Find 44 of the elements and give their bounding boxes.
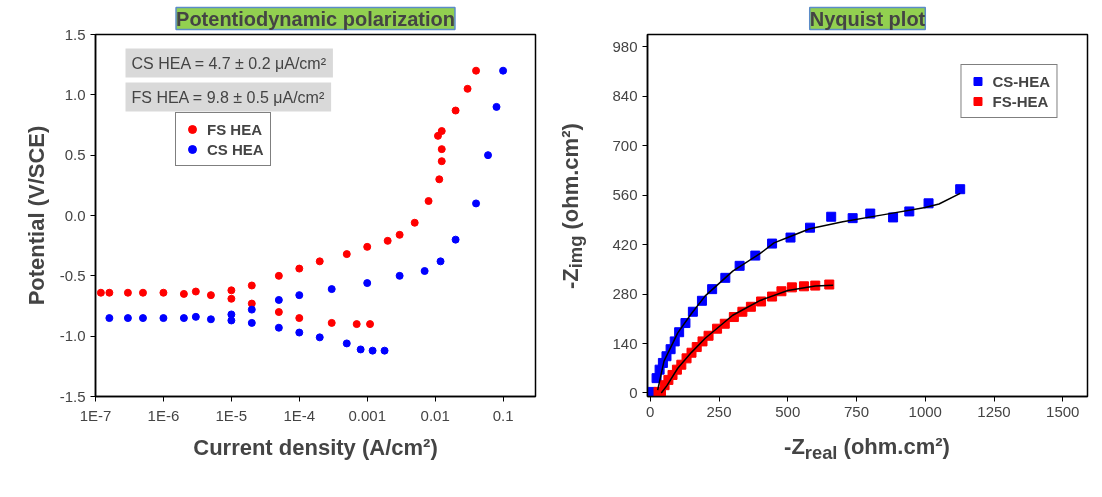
y-tick-label: 1.5 xyxy=(64,25,86,43)
x-tick-label: 1E-4 xyxy=(283,406,316,424)
x-tick-label: 1E-6 xyxy=(147,406,180,424)
legend-label: FS-HEA xyxy=(992,92,1049,110)
point xyxy=(888,212,899,223)
legend-label: FS HEA xyxy=(207,120,263,138)
x-tick-label: 1000 xyxy=(908,402,942,420)
x-tick-label: 1500 xyxy=(1046,402,1080,420)
x-tick-label: 1E-7 xyxy=(79,406,112,424)
point xyxy=(826,211,837,222)
y-tick-label: 420 xyxy=(612,235,638,253)
y-tick-label: -1.0 xyxy=(59,327,86,345)
x-tick-label: 0.001 xyxy=(348,406,386,424)
y-tick-label: 0.5 xyxy=(64,146,86,164)
y-tick-label: 1.0 xyxy=(64,85,86,103)
point xyxy=(824,279,835,290)
legend-label: CS HEA xyxy=(207,140,264,158)
y-tick-label: 700 xyxy=(612,136,638,154)
y-tick-label: 280 xyxy=(612,285,638,303)
y-tick-label: 140 xyxy=(612,334,638,352)
annotation: CS HEA = 4.7 ± 0.2 μA/cm² xyxy=(131,54,327,72)
y-tick-label: 560 xyxy=(612,186,638,204)
legend-label: CS-HEA xyxy=(992,72,1050,90)
y-axis-title: Potential (V/SCE) xyxy=(23,125,49,306)
x-tick-label: 0 xyxy=(646,402,655,420)
x-axis-title: Current density (A/cm²) xyxy=(193,434,438,460)
annotation: FS HEA = 9.8 ± 0.5 μA/cm² xyxy=(131,88,325,106)
x-tick-label: 0.01 xyxy=(420,406,450,424)
y-tick-label: -0.5 xyxy=(59,266,86,284)
chart-title: Nyquist plot xyxy=(809,7,926,30)
x-axis-title: -Z$_{real}$ (ohm.cm²) xyxy=(784,433,950,466)
y-tick-label: 980 xyxy=(612,37,638,55)
chart-title: Potentiodynamic polarization xyxy=(176,7,455,30)
point xyxy=(955,184,966,195)
y-tick-label: 0.0 xyxy=(64,206,86,224)
x-tick-label: 500 xyxy=(775,402,801,420)
x-tick-label: 750 xyxy=(843,402,870,420)
x-tick-label: 250 xyxy=(706,402,732,420)
y-tick-label: -1.5 xyxy=(59,387,86,405)
x-tick-label: 1250 xyxy=(977,402,1011,420)
x-tick-label: 1E-5 xyxy=(215,406,248,424)
x-tick-label: 0.1 xyxy=(492,406,514,424)
y-tick-label: 840 xyxy=(612,87,638,105)
y-tick-label: 0 xyxy=(629,383,638,401)
